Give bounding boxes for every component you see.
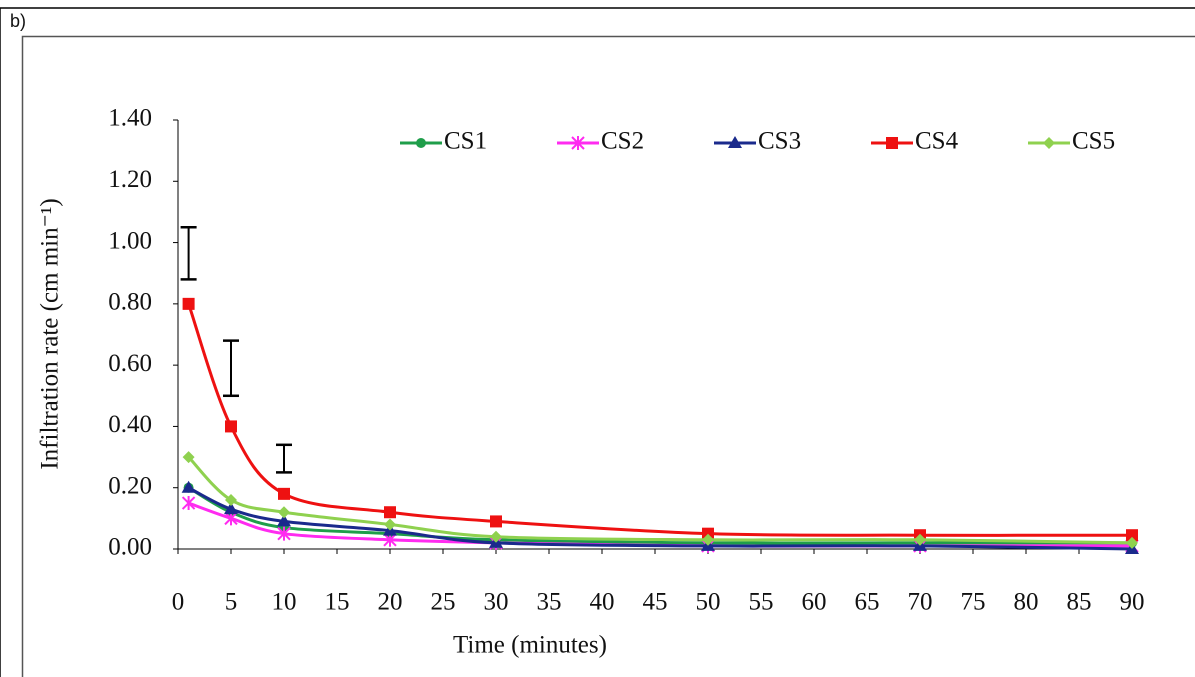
data-point: [225, 493, 237, 506]
legend-marker: [728, 136, 742, 148]
legend-label: CS5: [1072, 128, 1115, 155]
data-point: [1126, 529, 1138, 542]
y-tick-label: 0.60: [108, 350, 152, 377]
x-tick-label: 70: [908, 589, 933, 616]
y-tick-label: 0.40: [108, 411, 152, 438]
legend-marker: [1043, 137, 1055, 149]
x-tick-label: 50: [696, 589, 721, 616]
x-tick-label: 35: [537, 589, 562, 616]
y-tick-label: 0.00: [108, 534, 152, 561]
x-tick-label: 55: [749, 589, 774, 616]
data-point: [702, 533, 714, 546]
x-tick-label: 90: [1120, 589, 1145, 616]
panel-label: b): [10, 11, 26, 31]
x-axis-title: Time (minutes): [453, 632, 607, 659]
data-point: [914, 533, 926, 546]
data-point: [384, 506, 396, 519]
y-tick-label: 1.20: [108, 166, 152, 193]
data-point: [225, 420, 237, 433]
data-point: [278, 487, 290, 500]
x-tick-label: 15: [325, 589, 350, 616]
x-tick-label: 65: [855, 589, 880, 616]
series-line: [187, 303, 1133, 537]
data-point: [182, 297, 195, 310]
data-point: [224, 502, 238, 515]
chart-border: [21, 35, 1195, 677]
y-axis-title: Infiltration rate (cm min⁻¹): [37, 198, 64, 469]
legend-label: CS3: [758, 128, 801, 155]
data-point: [277, 514, 291, 527]
data-point: [277, 526, 291, 541]
x-tick-label: 0: [172, 589, 185, 616]
x-tick-label: 20: [378, 589, 403, 616]
x-tick-label: 85: [1067, 589, 1092, 616]
y-tick-label: 0.20: [108, 472, 152, 499]
legend-label: CS4: [915, 128, 959, 155]
data-point: [182, 451, 195, 464]
x-tick-label: 80: [1014, 589, 1039, 616]
legend-marker: [571, 136, 585, 150]
x-tick-label: 40: [590, 589, 615, 616]
legend-marker: [886, 137, 898, 149]
x-tick-label: 5: [225, 589, 238, 616]
data-point: [181, 480, 196, 493]
legend-label: CS1: [444, 128, 487, 155]
x-tick-label: 25: [431, 589, 456, 616]
x-tick-label: 75: [961, 589, 986, 616]
data-point: [181, 496, 196, 511]
y-tick-label: 0.80: [108, 289, 152, 316]
x-tick-label: 45: [643, 589, 668, 616]
x-tick-label: 30: [484, 589, 509, 616]
y-tick-label: 1.00: [108, 227, 152, 254]
y-tick-label: 1.40: [108, 105, 152, 132]
legend-marker: [416, 138, 426, 148]
x-tick-label: 10: [272, 589, 297, 616]
data-point: [490, 515, 502, 528]
data-point: [490, 530, 502, 543]
data-point: [702, 527, 714, 540]
x-tick-label: 60: [802, 589, 827, 616]
data-point: [1126, 536, 1138, 549]
legend-label: CS2: [601, 128, 644, 155]
data-point: [278, 506, 290, 519]
data-point: [384, 518, 396, 531]
